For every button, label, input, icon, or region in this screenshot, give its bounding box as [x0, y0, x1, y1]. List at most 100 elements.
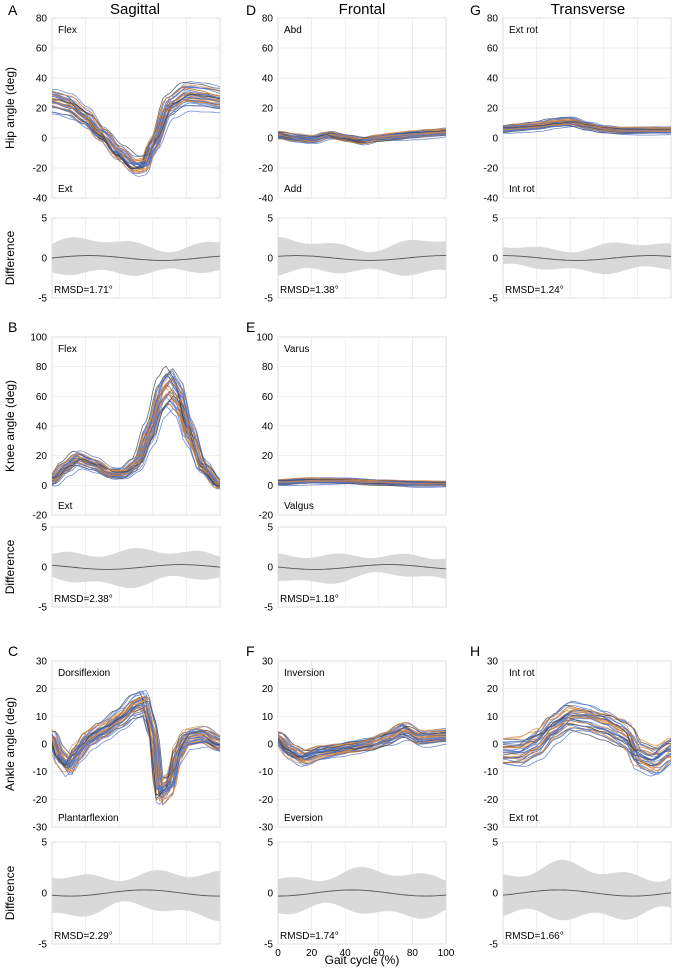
y-tick-label: -20 — [259, 795, 274, 806]
trial-line — [52, 705, 220, 786]
trial-line — [503, 121, 671, 130]
y-tick-label: -30 — [33, 823, 48, 834]
y-tick-label: 0 — [492, 740, 498, 751]
trial-line — [503, 118, 671, 129]
y-tick-label: 20 — [487, 104, 499, 115]
x-tick-label: 20 — [306, 948, 318, 959]
y-tick-label: 80 — [262, 14, 274, 25]
y-tick-label: 5 — [492, 838, 498, 849]
trial-line — [278, 726, 446, 752]
x-tick-label: 40 — [340, 948, 352, 959]
y-tick-label: 10 — [487, 712, 499, 723]
y-tick-label: 0 — [41, 481, 47, 492]
column-title-sagittal: Sagittal — [110, 1, 160, 18]
rmsd-label: RMSD=2.29° — [54, 931, 113, 942]
panel-b: -20 0 20 40 60 80 100 Flex Ext Knee angle (deg) -5… — [3, 333, 221, 614]
y-tick-label: -5 — [264, 940, 273, 951]
direction-label-top: Flex — [58, 25, 77, 36]
trial-line — [52, 689, 220, 795]
y-tick-label: 20 — [262, 104, 274, 115]
difference-mean-line — [502, 889, 672, 897]
trial-line — [52, 693, 220, 798]
y-tick-label: 0 — [41, 563, 47, 574]
difference-plot: -5 0 5 RMSD=1.66° — [489, 838, 672, 951]
trial-lines — [52, 689, 220, 806]
y-tick-label: -5 — [38, 603, 47, 614]
y-tick-label: -20 — [33, 511, 48, 522]
y-tick-label: 5 — [267, 523, 273, 534]
y-tick-label: 0 — [492, 134, 498, 145]
trial-line — [503, 715, 671, 755]
trial-line — [503, 124, 671, 134]
y-tick-label: 5 — [492, 214, 498, 225]
trial-line — [52, 382, 220, 484]
y-tick-label: 100 — [30, 333, 47, 344]
trial-line — [278, 128, 446, 140]
y-tick-label: 60 — [36, 392, 48, 403]
y-tick-label: -10 — [484, 767, 499, 778]
panel-a: -40 -20 0 20 40 60 80 Flex Ext Hip angle (deg) -5 0… — [3, 14, 221, 305]
trial-line — [503, 709, 671, 749]
y-tick-label: 0 — [267, 563, 273, 574]
y-tick-label: 0 — [267, 889, 273, 900]
x-tick-label: 80 — [407, 948, 419, 959]
y-tick-label: 40 — [36, 74, 48, 85]
y-tick-label: 40 — [262, 422, 274, 433]
panel-letter-g: G — [470, 2, 481, 18]
direction-label-bottom: Add — [284, 184, 302, 195]
y-tick-label: 20 — [36, 104, 48, 115]
rmsd-label: RMSD=1.71° — [54, 285, 113, 296]
direction-label-top: Abd — [284, 25, 302, 36]
direction-label-top: Inversion — [284, 668, 325, 679]
difference-mean-line — [277, 564, 447, 570]
x-tick-label: 100 — [438, 948, 455, 959]
y-axis-label: Ankle angle (deg) — [3, 697, 17, 791]
panel-letter-h: H — [470, 643, 480, 659]
y-tick-label: 80 — [36, 362, 48, 373]
y-tick-label: 30 — [262, 657, 274, 668]
direction-label-top: Flex — [58, 344, 77, 355]
y-tick-label: -5 — [38, 294, 47, 305]
y-tick-label: 0 — [41, 254, 47, 265]
trial-line — [503, 705, 671, 760]
difference-mean-line — [51, 564, 221, 570]
y-tick-label: 10 — [36, 712, 48, 723]
difference-plot: -5 0 5 RMSD=1.71° Difference — [3, 214, 221, 305]
difference-plot: -5 0 5 RMSD=1.18° — [264, 523, 447, 614]
y-tick-label: 5 — [267, 214, 273, 225]
direction-label-bottom: Ext — [58, 501, 73, 512]
difference-band — [52, 870, 220, 922]
difference-y-label: Difference — [3, 539, 17, 594]
panel-letter-f: F — [246, 643, 255, 659]
rmsd-label: RMSD=1.74° — [280, 931, 339, 942]
panel-h: -30 -20 -10 0 10 20 30 Int rot Ext rot -5 0 5 RMSD=1… — [484, 657, 672, 951]
rmsd-label: RMSD=1.38° — [280, 285, 339, 296]
trial-line — [52, 701, 220, 779]
x-axis-label: Gait cycle (%) — [325, 953, 400, 967]
panel-d: -40 -20 0 20 40 60 80 Abd Add -5 0 5 RMSD=1.38° — [259, 14, 447, 305]
y-tick-label: 60 — [487, 44, 499, 55]
trial-line — [503, 700, 671, 751]
difference-mean-line — [51, 889, 220, 897]
y-tick-label: 20 — [262, 684, 274, 695]
difference-mean-line — [277, 255, 446, 261]
direction-label-top: Dorsiflexion — [58, 668, 110, 679]
y-axis-label: Hip angle (deg) — [3, 67, 17, 149]
y-tick-label: 20 — [36, 684, 48, 695]
y-tick-label: -30 — [259, 823, 274, 834]
y-tick-label: 5 — [41, 214, 47, 225]
trial-lines — [52, 81, 220, 177]
trial-line — [52, 695, 220, 792]
trial-line — [52, 368, 220, 481]
difference-band — [503, 242, 671, 275]
y-tick-label: 0 — [41, 889, 47, 900]
trial-line — [503, 730, 671, 774]
y-tick-label: 0 — [267, 481, 273, 492]
panel-c: -30 -20 -10 0 10 20 30 Dorsiflexion Plantarflexi… — [3, 657, 221, 951]
direction-label-top: Ext rot — [509, 25, 538, 36]
trial-line — [52, 379, 220, 482]
difference-y-label: Difference — [3, 230, 17, 285]
trial-lines — [503, 700, 671, 777]
y-tick-label: 0 — [267, 740, 273, 751]
